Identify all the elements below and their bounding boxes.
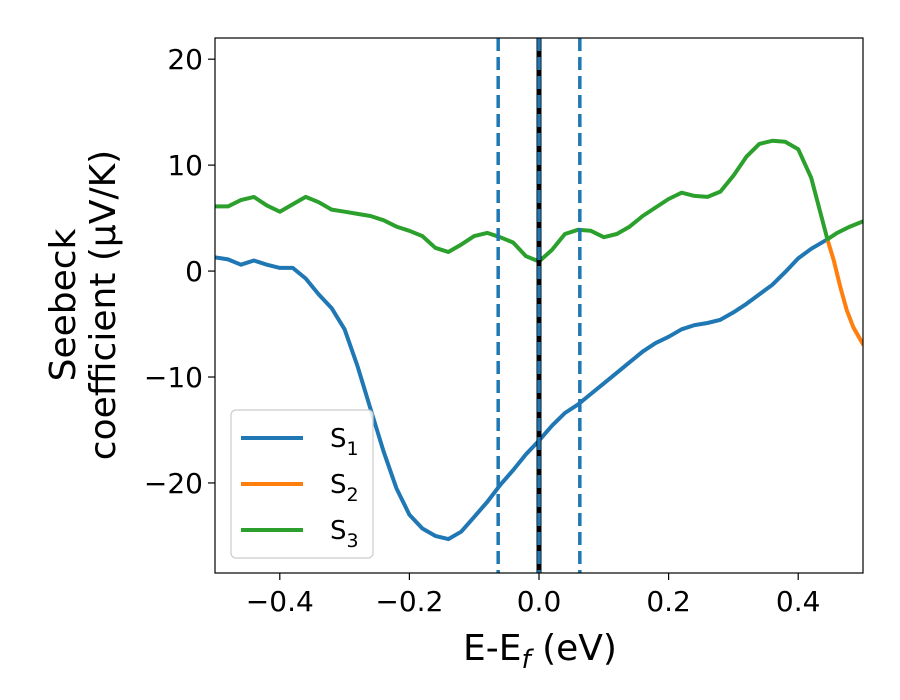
- series-line-s1: [215, 237, 830, 542]
- plot-lines: [215, 38, 863, 573]
- legend: S1 S2 S3: [230, 409, 374, 559]
- y-tick-label: 10: [167, 149, 203, 182]
- series-line-s2: [825, 237, 863, 347]
- y-axis-title-line2: coefficient (μV/K): [83, 150, 124, 460]
- legend-label-s3: S3: [330, 516, 359, 552]
- y-tick-label: −20: [144, 467, 203, 500]
- x-axis-title: E-Ef (eV): [463, 628, 617, 675]
- axis-ticks: −0.4 −0.2 0.0 0.2 0.4 −20 −10 0 10 20: [144, 43, 821, 618]
- x-tick-label: 0.4: [776, 585, 821, 618]
- y-tick-label: 20: [167, 43, 203, 76]
- legend-label-s2: S2: [330, 470, 359, 506]
- x-tick-label: 0.2: [646, 585, 691, 618]
- y-axis-title-line1: Seebeck: [43, 228, 84, 381]
- y-tick-label: 0: [185, 255, 203, 288]
- y-tick-label: −10: [144, 361, 203, 394]
- x-tick-label: −0.4: [246, 585, 314, 618]
- legend-label-s1: S1: [330, 424, 359, 460]
- y-axis-title: Seebeck coefficient (μV/K): [43, 150, 124, 460]
- x-tick-label: 0.0: [517, 585, 562, 618]
- x-tick-label: −0.2: [375, 585, 443, 618]
